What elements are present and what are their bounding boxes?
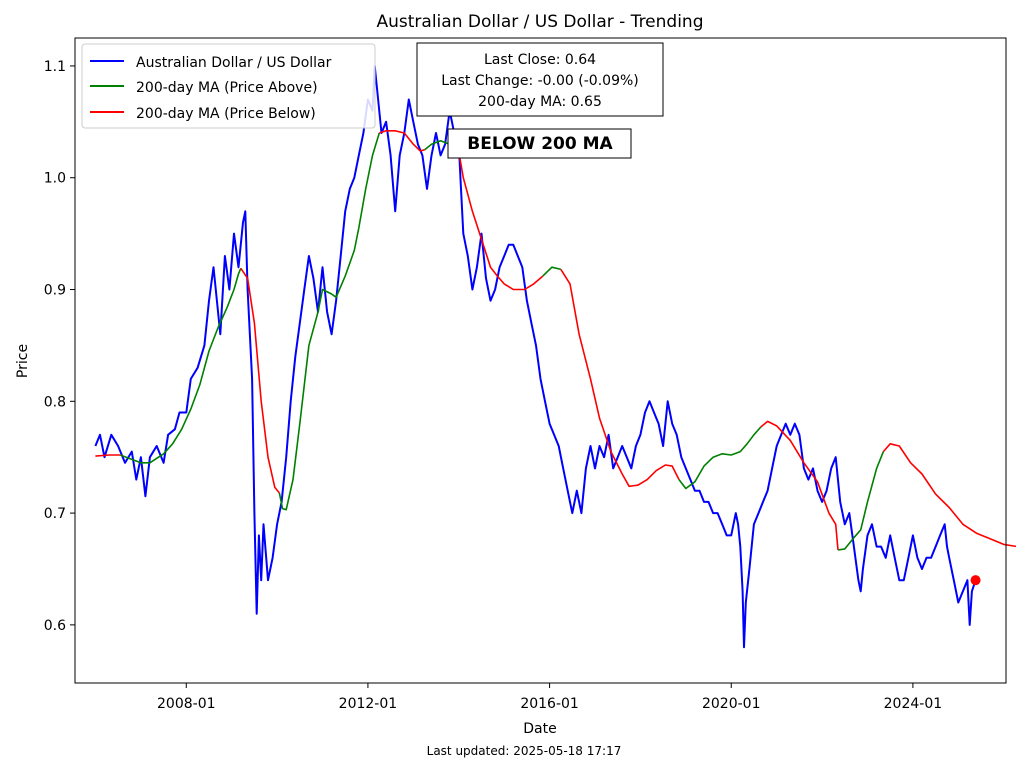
status-label-frame: [447, 128, 632, 159]
y-tick-label: 1.0: [44, 171, 66, 187]
legend: Australian Dollar / US Dollar 200-day MA…: [81, 43, 376, 129]
x-tick-label: 2008-01: [157, 696, 216, 712]
chart-title: Australian Dollar / US Dollar - Trending: [377, 12, 704, 32]
y-tick-label: 0.9: [44, 283, 66, 299]
info-box-frame: [416, 42, 664, 117]
x-tick-label: 2016-01: [520, 696, 579, 712]
legend-label-ma-below: 200-day MA (Price Below): [136, 106, 316, 122]
legend-label-price: Australian Dollar / US Dollar: [136, 55, 332, 71]
legend-label-ma-above: 200-day MA (Price Above): [136, 80, 318, 96]
plot-frame: [74, 37, 1007, 684]
last-updated-note: Last updated: 2025-05-18 17:17: [427, 744, 622, 758]
status-label-text: BELOW 200 MA: [467, 134, 613, 154]
x-axis-label: Date: [523, 721, 556, 737]
x-tick-label: 2020-01: [702, 696, 761, 712]
x-tick-label: 2024-01: [884, 696, 943, 712]
ma-above-segment-1: [278, 132, 381, 511]
last-close-marker: [970, 575, 981, 586]
ma-above-segment-5: [837, 451, 885, 551]
ma-above-segment-4: [678, 426, 762, 490]
status-label: BELOW 200 MA: [447, 128, 632, 159]
x-tick-label: 2012-01: [339, 696, 398, 712]
ma-below-segment-3: [455, 138, 544, 291]
y-axis-label: Price: [15, 344, 31, 378]
y-tick-label: 1.1: [44, 59, 66, 75]
y-tick-label: 0.7: [44, 506, 66, 522]
plot-lines: [94, 64, 1016, 649]
info-box: Last Close: 0.64 Last Change: -0.00 (-0.…: [416, 42, 664, 117]
legend-box: [81, 43, 376, 129]
info-last-change: Last Change: -0.00 (-0.09%): [441, 73, 639, 89]
ma-above-segment-0: [120, 267, 242, 464]
info-ma-value: 200-day MA: 0.65: [478, 94, 602, 110]
ma-below-segment-0: [95, 454, 121, 457]
ma-below-segment-4: [560, 268, 680, 488]
y-tick-label: 0.8: [44, 394, 66, 410]
series-line-price: [94, 64, 977, 649]
y-tick-label: 0.6: [44, 618, 66, 634]
y-axis-ticks: 0.6 0.7 0.8 0.9 1.0 1.1: [44, 59, 75, 634]
ma-below-segment-5: [760, 420, 839, 551]
ma-below-segment-6: [882, 443, 1016, 548]
ma-above-segment-3: [542, 266, 562, 277]
ma-below-segment-1: [240, 267, 281, 494]
info-last-close: Last Close: 0.64: [484, 52, 596, 68]
ma-below-segment-2: [379, 130, 425, 152]
x-axis-ticks: 2008-01 2012-01 2016-01 2020-01 2024-01: [157, 683, 942, 712]
